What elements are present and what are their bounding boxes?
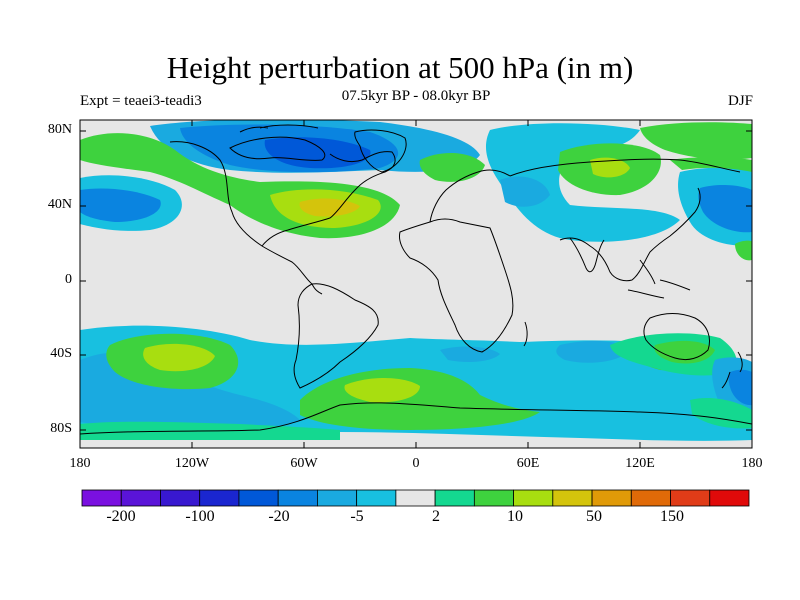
eurasia-negative-core [500, 176, 550, 207]
coast-australia [643, 313, 710, 361]
lon-label: 60W [290, 456, 318, 471]
arctic-positive-west [419, 153, 485, 182]
coast-eurasia [509, 158, 741, 282]
colorbar-label: 10 [507, 508, 523, 525]
season-label: DJF [727, 93, 753, 109]
south-atlantic-positive-core [344, 377, 420, 403]
colorbar-label: -20 [268, 508, 290, 525]
coast-canada-arctic [229, 124, 326, 161]
colorbar-label: -100 [185, 508, 215, 525]
lon-label: 120W [174, 456, 210, 471]
colorbar-label: 2 [432, 508, 440, 525]
colorbar-label: -200 [106, 508, 136, 525]
lat-label: 40S [50, 346, 72, 361]
lat-label: 40N [47, 197, 72, 212]
lat-label: 0 [65, 272, 72, 287]
colorbar-swatch [513, 489, 554, 507]
period-label: 07.5kyr BP - 08.0kyr BP [341, 88, 491, 104]
coast-india [569, 237, 605, 273]
colorbar-swatch [238, 489, 279, 507]
coast-madagascar [523, 321, 528, 347]
coast-europe-africa [399, 169, 514, 353]
asia-positive-core [590, 157, 630, 178]
colorbar-label: 150 [660, 508, 684, 525]
southeast-blue-core [728, 369, 752, 406]
lat-label: 80S [50, 421, 72, 436]
coast-southeast-asia [627, 259, 691, 299]
lat-label: 80N [47, 122, 72, 137]
contour-fill [80, 120, 752, 448]
coast-new-zealand [721, 351, 743, 389]
coast-south-america [293, 283, 379, 389]
lon-label: 120E [625, 456, 655, 471]
coast-greenland [354, 129, 407, 173]
colorbar-swatch [434, 489, 475, 507]
ne-pacific-negative-core [698, 184, 752, 233]
colorbar-swatch [120, 489, 161, 507]
colorbar-swatch [473, 489, 514, 507]
colorbar-swatch [277, 489, 318, 507]
coast-antarctica [80, 402, 752, 435]
colorbar-swatch [160, 489, 201, 507]
chart-title: Height perturbation at 500 hPa (in m) [166, 50, 634, 85]
lon-label: 60E [516, 456, 540, 471]
atlantic-positive-peak [299, 198, 360, 217]
eurasia-negative-zone [485, 123, 680, 242]
arctic-positive-zone [640, 122, 752, 160]
lon-label: 180 [741, 456, 763, 471]
colorbar-label: 50 [586, 508, 602, 525]
colorbar-label: -5 [350, 508, 364, 525]
colorbar-swatch [81, 489, 122, 507]
lat-ticks [80, 130, 752, 431]
colorbar-swatch [395, 489, 436, 507]
colorbar-swatch [199, 489, 240, 507]
pacific-negative-core [80, 188, 161, 222]
coastlines [80, 124, 752, 435]
lon-label: 180 [69, 456, 91, 471]
colorbar [81, 489, 750, 507]
lon-label: 0 [412, 456, 420, 471]
south-pacific-positive-core [143, 343, 215, 372]
experiment-label: Expt = teaei3-teadi3 [80, 93, 202, 109]
colorbar-swatch [552, 489, 593, 507]
south-ring-australia-inner [654, 340, 715, 364]
lon-ticks [79, 120, 753, 448]
colorbar-swatch [317, 489, 358, 507]
colorbar-swatch [591, 489, 632, 507]
colorbar-swatch [670, 489, 711, 507]
east-positive-patch [735, 240, 752, 261]
colorbar-swatch [630, 489, 671, 507]
colorbar-swatch [709, 489, 750, 507]
colorbar-swatch [356, 489, 397, 507]
